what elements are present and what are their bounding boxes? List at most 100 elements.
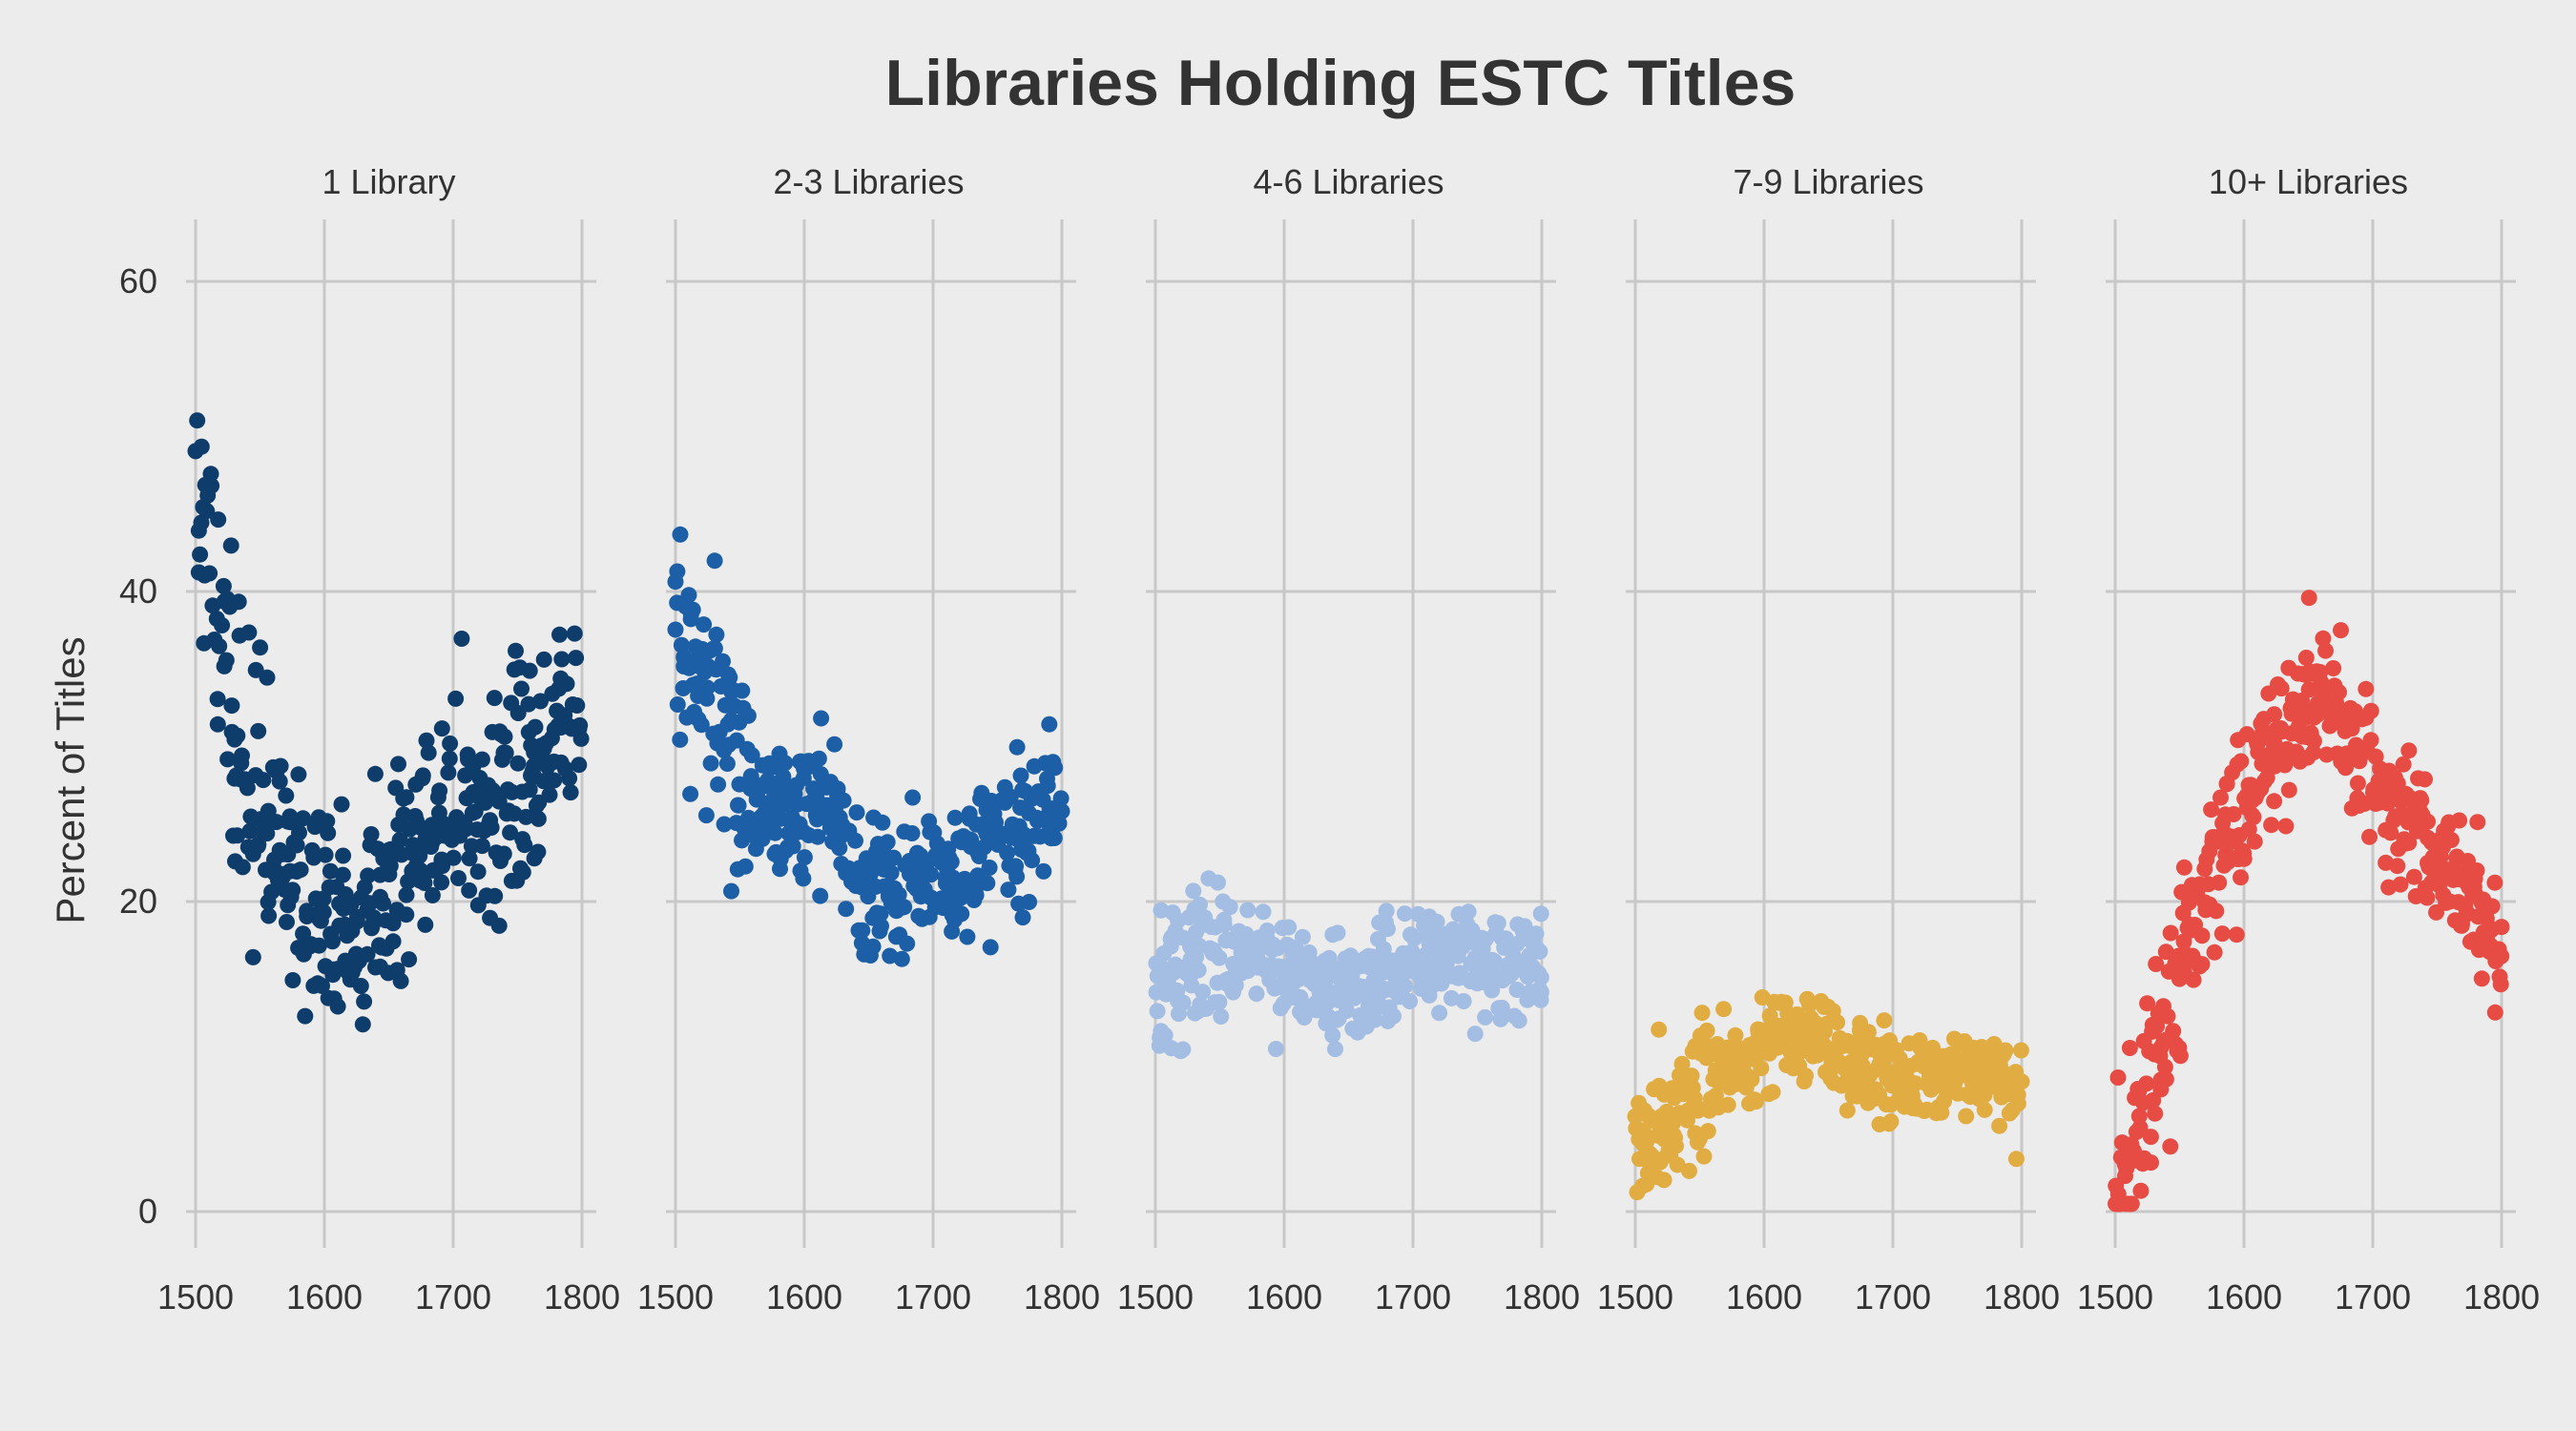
data-point <box>562 784 579 801</box>
data-point <box>535 651 552 668</box>
facet-label: 1 Library <box>322 162 455 201</box>
data-point <box>2147 1105 2164 1122</box>
data-point <box>532 693 549 710</box>
data-point <box>317 846 334 863</box>
data-point <box>981 860 998 876</box>
data-point <box>873 918 889 935</box>
data-point <box>546 772 563 789</box>
data-point <box>2280 781 2297 798</box>
data-point <box>201 565 218 582</box>
data-point <box>2469 814 2486 831</box>
data-point <box>214 617 231 633</box>
data-point <box>490 917 508 934</box>
data-point <box>999 844 1016 861</box>
data-point <box>2132 1182 2150 1199</box>
data-point <box>509 755 527 772</box>
data-point <box>1210 874 1226 891</box>
data-point <box>1039 778 1056 795</box>
data-point <box>718 756 736 772</box>
data-point <box>2131 1119 2149 1136</box>
data-point <box>530 843 547 861</box>
data-point <box>209 691 226 708</box>
data-point <box>363 826 380 842</box>
data-point <box>202 466 219 483</box>
data-point <box>1443 989 1460 1006</box>
data-point <box>2405 868 2422 885</box>
data-point <box>1876 1012 1893 1029</box>
facet-panel: 2-3 Libraries 1500 1600 1700 1800 <box>637 162 1100 1317</box>
data-point <box>450 870 467 886</box>
data-point <box>360 867 377 884</box>
facet-label: 2-3 Libraries <box>773 162 964 201</box>
data-point <box>215 577 232 594</box>
data-point <box>551 626 568 643</box>
data-point <box>706 640 723 657</box>
data-point <box>835 792 852 809</box>
facet-label: 7-9 Libraries <box>1733 162 1923 201</box>
x-tick-label: 1500 <box>637 1277 714 1317</box>
data-point <box>864 938 882 955</box>
data-point <box>1532 969 1549 986</box>
data-point <box>2148 956 2165 972</box>
data-point <box>1681 1162 1697 1179</box>
data-point <box>1466 1026 1484 1043</box>
x-tick-label: 1600 <box>1726 1277 1802 1317</box>
data-point <box>356 993 373 1010</box>
facet-points <box>187 412 590 1033</box>
data-point <box>2162 1138 2179 1155</box>
data-point <box>2212 789 2229 806</box>
data-point <box>496 728 513 745</box>
data-point <box>1149 1003 1166 1020</box>
data-point <box>2012 1042 2029 1059</box>
data-point <box>203 477 220 494</box>
x-tick-label: 1500 <box>1597 1277 1673 1317</box>
data-point <box>1455 993 1472 1009</box>
data-point <box>1428 913 1445 930</box>
data-point <box>333 796 350 813</box>
data-point <box>2162 924 2179 942</box>
x-tick-label: 1800 <box>1984 1277 2060 1317</box>
data-point <box>1531 943 1548 960</box>
data-point <box>284 881 301 899</box>
data-point <box>1379 921 1396 938</box>
data-point <box>1651 1021 1668 1038</box>
data-point <box>1907 1075 1924 1092</box>
data-point <box>2175 859 2192 876</box>
data-point <box>1021 894 1038 910</box>
data-point <box>459 746 476 763</box>
data-point <box>259 825 276 842</box>
data-point <box>2389 858 2406 875</box>
y-tick-label: 0 <box>138 1192 157 1231</box>
x-tick-label: 1800 <box>1024 1277 1100 1317</box>
data-point <box>210 511 227 529</box>
data-point <box>1024 852 1041 869</box>
data-point <box>384 915 402 932</box>
data-point <box>2315 630 2332 647</box>
data-point <box>2486 874 2503 891</box>
data-point <box>1050 815 1068 832</box>
data-point <box>299 908 316 924</box>
data-point <box>2138 1075 2155 1092</box>
data-point <box>442 735 459 752</box>
data-point <box>2331 684 2347 701</box>
data-point <box>1719 1096 1736 1113</box>
data-point <box>737 858 754 875</box>
data-point <box>527 718 544 736</box>
x-tick-label: 1600 <box>286 1277 363 1317</box>
data-point <box>461 850 478 867</box>
data-point <box>810 750 827 767</box>
data-point <box>314 977 330 994</box>
data-point <box>1248 985 1265 1003</box>
data-point <box>234 859 251 876</box>
data-point <box>1012 767 1029 784</box>
data-point <box>359 945 376 963</box>
data-point <box>2277 818 2295 835</box>
data-point <box>1046 830 1063 846</box>
data-point <box>530 810 547 827</box>
facet-panel: 10+ Libraries 1500 1600 1700 1800 <box>2077 162 2540 1317</box>
data-point <box>2468 862 2485 879</box>
data-point <box>375 895 391 912</box>
x-tick-label: 1800 <box>2463 1277 2540 1317</box>
data-point <box>848 804 865 821</box>
data-point <box>2159 1007 2176 1025</box>
